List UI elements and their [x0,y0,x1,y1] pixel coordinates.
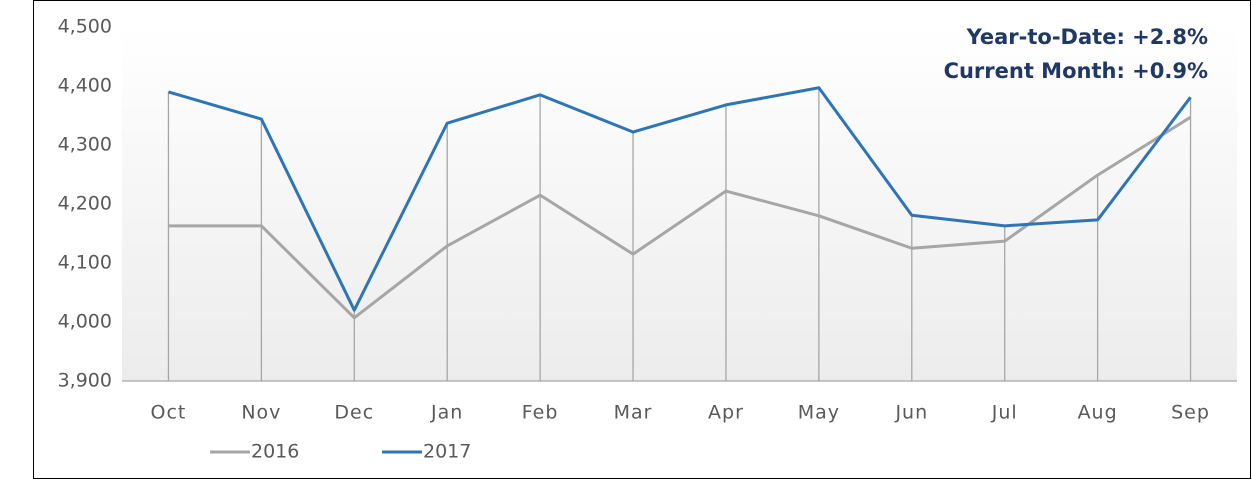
series-line [168,115,1192,320]
annotation: Current Month: +0.9% [944,59,1208,83]
y-tick-label: 4,000 [58,311,112,333]
y-tick-label: 4,100 [58,252,112,274]
legend-label: 2016 [251,441,299,463]
y-tick-label: 4,300 [58,134,112,156]
legend-label: 2017 [423,441,471,463]
x-tick-label: Aug [1078,402,1118,424]
x-tick-label: Mar [614,402,653,424]
plot-background [122,27,1237,381]
x-tick-label: May [798,402,840,424]
x-tick-label: Jan [430,402,463,424]
x-tick-label: Sep [1171,402,1210,424]
x-tick-label: Jun [894,402,928,424]
x-tick-label: Oct [151,402,187,424]
y-tick-label: 4,400 [58,75,112,97]
x-tick-label: Nov [241,402,281,424]
x-tick-label: Feb [522,402,559,424]
y-tick-label: 4,500 [58,16,112,38]
x-tick-label: Dec [334,402,374,424]
x-tick-label: Jul [991,402,1018,424]
y-tick-label: 4,200 [58,193,112,215]
y-tick-label: 3,900 [58,370,112,392]
x-tick-label: Apr [708,402,744,424]
series-line [168,86,1192,312]
annotation: Year-to-Date: +2.8% [966,25,1208,49]
